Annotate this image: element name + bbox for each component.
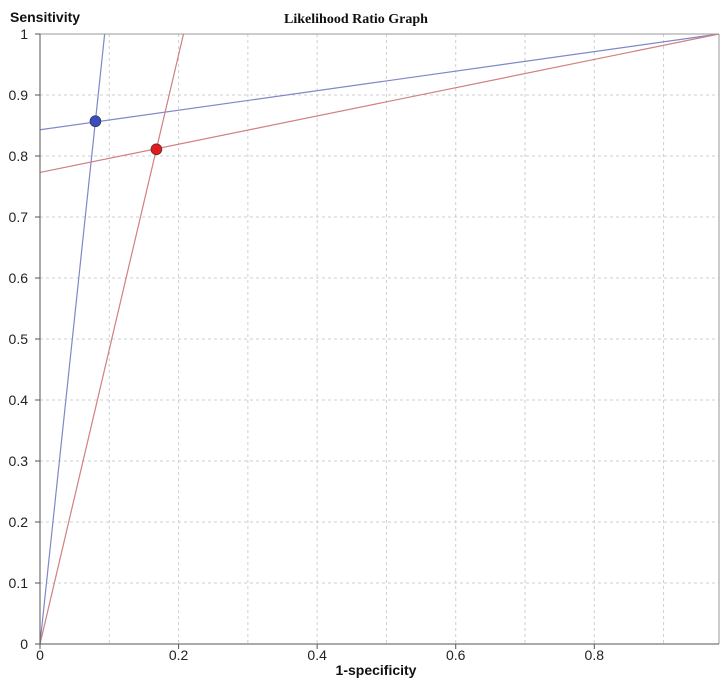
- y-axis-label: Sensitivity: [10, 9, 80, 25]
- x-tick-label: 0.6: [446, 647, 466, 663]
- y-tick-label: 0.9: [9, 87, 29, 103]
- y-tick-label: 0: [20, 636, 28, 652]
- lr-line-2: [39, 33, 720, 131]
- y-tick-label: 0.4: [9, 392, 29, 408]
- x-tick-label: 0.4: [307, 647, 327, 663]
- axes: 0 0.1 0.2 0.3 0.4 0.5 0.6 0.7 0.8 0.9 1 0 0.2 0.4 0.6 0…: [9, 26, 720, 663]
- chart-title: Likelihood Ratio Graph: [284, 12, 428, 27]
- x-tick-label: 0: [36, 647, 44, 663]
- x-tick-label: 0.8: [585, 647, 605, 663]
- y-tick-label: 0.5: [9, 331, 29, 347]
- y-tick-label: 0.1: [9, 575, 29, 591]
- x-tick-label: 0.2: [169, 647, 189, 663]
- data-point-1: [89, 115, 102, 128]
- y-tick-label: 1: [20, 26, 28, 42]
- y-tick-label: 0.2: [9, 514, 29, 530]
- lr-line-4: [39, 33, 720, 174]
- grid: [40, 34, 719, 644]
- y-tick-label: 0.8: [9, 148, 29, 164]
- y-tick-label: 0.3: [9, 453, 29, 469]
- lr-line-3: [39, 33, 185, 645]
- x-axis-label: 1-specificity: [336, 662, 417, 678]
- data-points: [89, 115, 163, 156]
- y-tick-label: 0.7: [9, 209, 29, 225]
- data-point-2: [150, 143, 163, 156]
- lr-line-1: [39, 33, 106, 645]
- y-tick-label: 0.6: [9, 270, 29, 286]
